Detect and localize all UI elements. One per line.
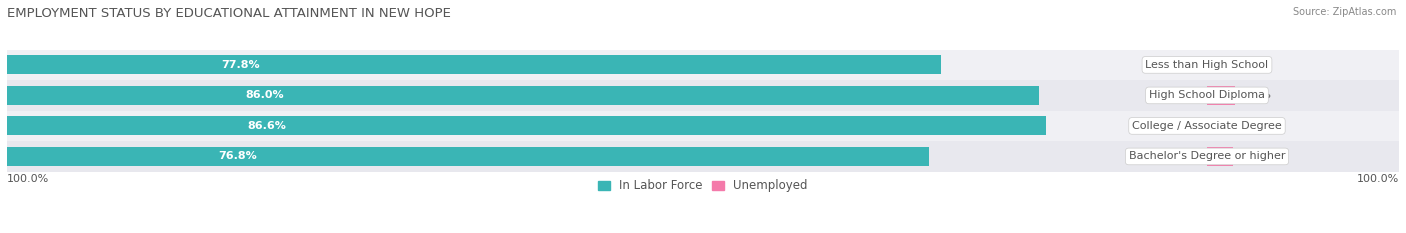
Legend: In Labor Force, Unemployed: In Labor Force, Unemployed bbox=[593, 175, 813, 197]
Bar bbox=[7, 111, 1399, 141]
Text: 76.8%: 76.8% bbox=[218, 151, 257, 161]
Text: 77.8%: 77.8% bbox=[221, 60, 260, 70]
Text: 2.3%: 2.3% bbox=[1240, 90, 1271, 100]
Bar bbox=[7, 50, 1399, 80]
Bar bbox=[1206, 86, 1234, 105]
Bar bbox=[7, 80, 1399, 111]
Text: 0.0%: 0.0% bbox=[1213, 60, 1243, 70]
Text: High School Diploma: High School Diploma bbox=[1149, 90, 1265, 100]
Text: Less than High School: Less than High School bbox=[1146, 60, 1268, 70]
Bar bbox=[7, 141, 1399, 172]
Bar bbox=[7, 147, 928, 166]
Bar bbox=[7, 86, 1039, 105]
Text: 2.2%: 2.2% bbox=[1239, 151, 1270, 161]
Text: College / Associate Degree: College / Associate Degree bbox=[1132, 121, 1282, 131]
Text: Source: ZipAtlas.com: Source: ZipAtlas.com bbox=[1292, 7, 1396, 17]
Bar bbox=[1206, 147, 1233, 166]
Text: 86.6%: 86.6% bbox=[247, 121, 287, 131]
Text: 0.0%: 0.0% bbox=[1213, 121, 1243, 131]
Text: EMPLOYMENT STATUS BY EDUCATIONAL ATTAINMENT IN NEW HOPE: EMPLOYMENT STATUS BY EDUCATIONAL ATTAINM… bbox=[7, 7, 451, 20]
Text: Bachelor's Degree or higher: Bachelor's Degree or higher bbox=[1129, 151, 1285, 161]
Text: 100.0%: 100.0% bbox=[1357, 174, 1399, 184]
Text: 86.0%: 86.0% bbox=[246, 90, 284, 100]
Text: 100.0%: 100.0% bbox=[7, 174, 49, 184]
Bar bbox=[7, 55, 941, 74]
Bar bbox=[7, 116, 1046, 135]
